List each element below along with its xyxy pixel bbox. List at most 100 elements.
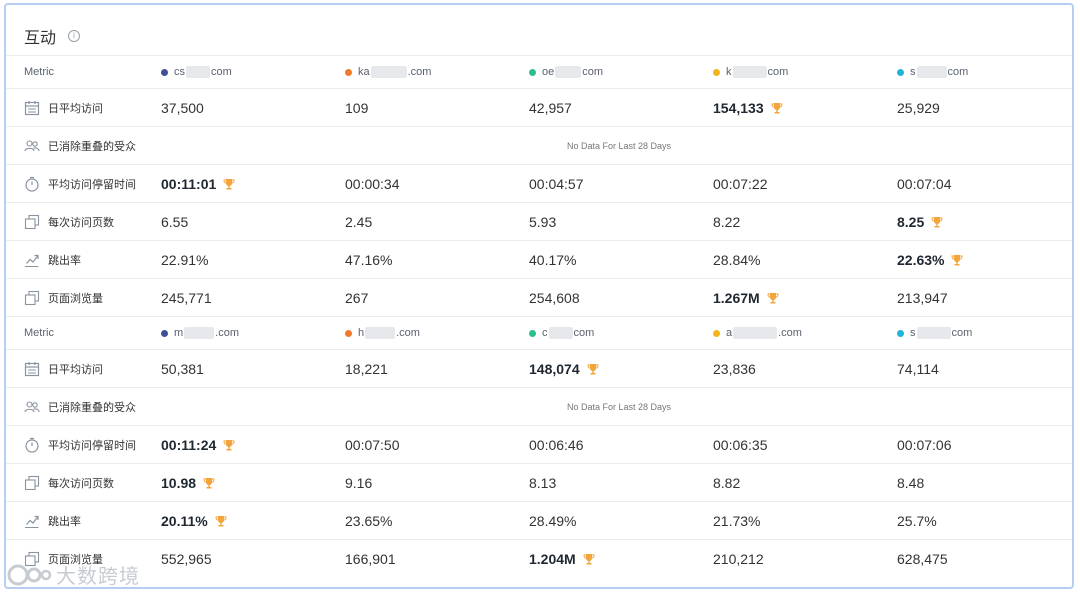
daily-visits-icon	[24, 100, 40, 116]
site-color-dot	[713, 68, 720, 76]
metric-value: 8.82	[713, 474, 741, 491]
divider	[6, 278, 1072, 279]
metric-label-text: 日平均访问	[48, 363, 103, 376]
metric-value-cell: 00:00:34	[345, 165, 400, 202]
metric-value-cell: 10.98	[161, 464, 215, 501]
site-color-dot	[897, 68, 904, 76]
metric-value-cell: 210,212	[713, 540, 764, 577]
metric-value: 10.98	[161, 474, 197, 491]
metric-value-cell: 23,836	[713, 350, 756, 387]
metric-value: 37,500	[161, 99, 204, 116]
metric-value: 9.16	[345, 474, 373, 491]
metric-value: 245,771	[161, 289, 212, 306]
metric-value-cell: 00:04:57	[529, 165, 584, 202]
divider	[6, 539, 1072, 540]
site-header[interactable]: k com	[713, 56, 788, 88]
site-header[interactable]: s com	[897, 56, 968, 88]
redacted-domain-mask	[916, 327, 951, 339]
metric-value: 1.267M	[713, 289, 760, 306]
metric-value-cell: 166,901	[345, 540, 396, 577]
site-domain-prefix: ka	[358, 66, 370, 78]
metric-label-text: 已消除重叠的受众	[48, 140, 136, 153]
site-header[interactable]: cs com	[161, 56, 232, 88]
divider	[6, 349, 1072, 350]
divider	[6, 240, 1072, 241]
site-header[interactable]: h .com	[345, 317, 420, 349]
panel-title: 互动	[24, 30, 57, 47]
site-domain-prefix: c	[542, 327, 548, 339]
metric-value: 42,957	[529, 99, 572, 116]
metric-value: 00:06:46	[529, 436, 584, 453]
metric-value: 8.25	[897, 213, 925, 230]
metric-value: 254,608	[529, 289, 580, 306]
table-row: 已消除重叠的受众 No Data For Last 28 Days	[6, 388, 1072, 425]
site-color-dot	[529, 329, 536, 337]
metric-value-cell: 28.49%	[529, 502, 576, 539]
metric-value-cell: 21.73%	[713, 502, 760, 539]
site-header[interactable]: oe com	[529, 56, 603, 88]
redacted-domain-mask	[370, 66, 407, 78]
metric-value-cell: 2.45	[345, 203, 372, 240]
metric-label-text: 已消除重叠的受众	[48, 401, 136, 414]
trophy-icon	[223, 178, 235, 190]
site-domain-prefix: a	[726, 327, 733, 339]
trophy-icon	[203, 477, 215, 489]
metric-value-cell: 00:06:35	[713, 426, 768, 463]
metric-label-text: 页面浏览量	[48, 292, 103, 305]
divider	[6, 425, 1072, 426]
metric-value-cell: 18,221	[345, 350, 388, 387]
metric-value-cell: 00:07:22	[713, 165, 768, 202]
redacted-domain-mask	[365, 327, 396, 339]
metric-label: 平均访问停留时间	[24, 165, 136, 202]
site-color-dot	[713, 329, 720, 337]
site-color-dot	[897, 329, 904, 337]
site-header[interactable]: ka .com	[345, 56, 431, 88]
divider	[6, 88, 1072, 89]
metric-label: 已消除重叠的受众	[24, 388, 136, 425]
metric-value: 8.48	[897, 474, 925, 491]
trophy-icon	[931, 216, 943, 228]
metric-label: 页面浏览量	[24, 279, 103, 316]
metric-value: 00:07:04	[897, 175, 952, 192]
redacted-domain-mask	[732, 66, 767, 78]
watermark-logo-icon	[7, 564, 52, 585]
site-domain-suffix: .com	[215, 327, 240, 339]
site-domain-suffix: .com	[396, 327, 420, 339]
metric-value-cell: 552,965	[161, 540, 212, 577]
metric-label: 日平均访问	[24, 350, 103, 387]
metric-label: 每次访问页数	[24, 203, 114, 240]
site-domain-suffix: com	[767, 66, 789, 78]
trophy-icon	[771, 102, 783, 114]
metric-value: 23,836	[713, 360, 756, 377]
watermark-text: 大数跨境	[56, 566, 140, 588]
divider	[6, 164, 1072, 165]
metric-value-cell: 25.7%	[897, 502, 937, 539]
site-header[interactable]: s com	[897, 317, 972, 349]
site-domain-suffix: com	[947, 66, 969, 78]
no-data-message: No Data For Last 28 Days	[566, 401, 672, 412]
site-color-dot	[161, 68, 168, 76]
metric-value-cell: 50,381	[161, 350, 204, 387]
site-domain-prefix: h	[358, 327, 365, 339]
metric-value-cell: 00:11:24	[161, 426, 235, 463]
table-header-row: Metric m .com h .com c com a .com s com	[6, 317, 1072, 349]
metric-label: 已消除重叠的受众	[24, 127, 136, 164]
divider	[6, 463, 1072, 464]
site-header[interactable]: a .com	[713, 317, 802, 349]
metric-value-cell: 00:06:46	[529, 426, 584, 463]
metric-label: 页面浏览量	[24, 540, 103, 577]
metric-value: 213,947	[897, 289, 948, 306]
metric-value-cell: 628,475	[897, 540, 948, 577]
site-header[interactable]: m .com	[161, 317, 239, 349]
trophy-icon	[215, 515, 227, 527]
site-color-dot	[161, 329, 168, 337]
metric-label-text: 日平均访问	[48, 102, 103, 115]
info-icon[interactable]: i	[68, 30, 81, 42]
metric-value-cell: 154,133	[713, 89, 783, 126]
panel-header: 互动 i	[24, 23, 81, 49]
metric-column-header: Metric	[24, 66, 54, 78]
table-row: 平均访问停留时间 00:11:24 00:07:50 00:06:46 00:06:35…	[6, 426, 1072, 463]
site-domain-prefix: s	[910, 327, 916, 339]
site-header[interactable]: c com	[529, 317, 594, 349]
metric-value: 25,929	[897, 99, 940, 116]
